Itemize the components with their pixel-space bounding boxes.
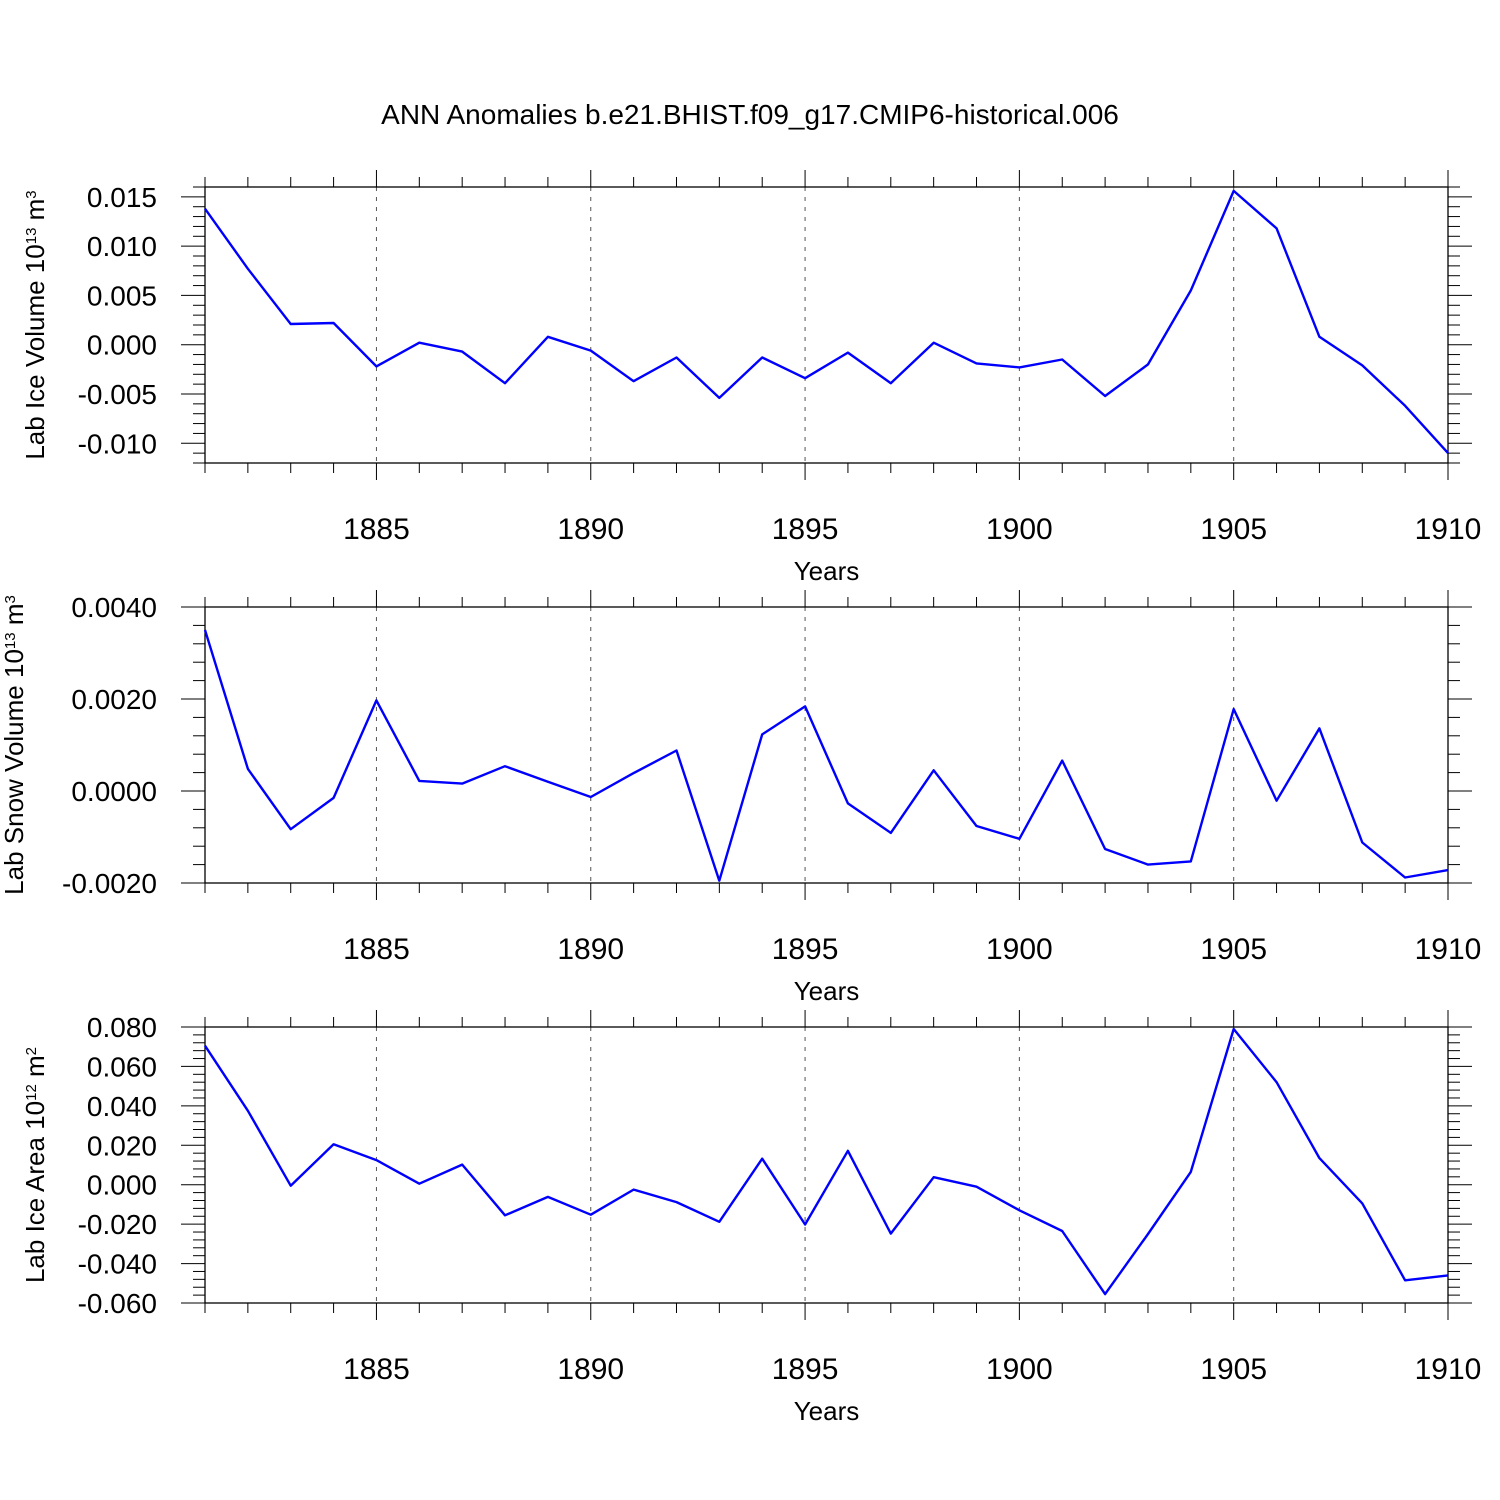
- series-line: [204, 189, 1449, 454]
- x-tick-label: 1910: [1415, 1353, 1482, 1386]
- y-tick-label: 0.020: [87, 1130, 157, 1161]
- x-tick-label: 1910: [1415, 513, 1482, 546]
- x-tick-label: 1905: [1200, 1353, 1267, 1386]
- chart-title: ANN Anomalies b.e21.BHIST.f09_g17.CMIP6-…: [381, 99, 1119, 130]
- plot-frame: [204, 186, 1449, 464]
- x-tick-label: 1885: [343, 513, 410, 546]
- y-tick-label: 0.060: [87, 1051, 157, 1082]
- y-tick-label: -0.040: [78, 1249, 157, 1280]
- y-tick-label: 0.0000: [71, 776, 157, 807]
- y-tick-label: 0.005: [87, 280, 157, 311]
- series-line: [203, 1027, 1449, 1296]
- x-axis-label: Years: [794, 976, 860, 1006]
- y-axis-label: Lab Ice Volume 1013 m3: [20, 190, 50, 459]
- y-tick-label: 0.0040: [71, 592, 157, 623]
- y-tick-label: -0.0020: [62, 868, 157, 899]
- y-tick-label: 0.010: [87, 231, 157, 262]
- x-tick-label: 1905: [1200, 933, 1267, 966]
- y-axis-label: Lab Snow Volume 1013 m3: [0, 595, 29, 895]
- x-tick-label: 1900: [986, 1353, 1053, 1386]
- x-tick-label: 1895: [772, 1353, 839, 1386]
- y-tick-label: 0.000: [87, 1170, 157, 1201]
- x-tick-label: 1890: [557, 1353, 624, 1386]
- chart-panels: -0.010 -0.005 0.000 0.005 0.010 0.015 1885 1890…: [0, 170, 1481, 1426]
- y-axis-label: Lab Ice Area 1012 m2: [20, 1047, 50, 1283]
- series-line: [203, 629, 1449, 882]
- panel-2: -0.0020 0.0000 0.0020 0.0040 1885 1890 1895 190…: [0, 590, 1481, 1006]
- x-axis-label: Years: [794, 556, 860, 586]
- y-tick-label: 0.080: [87, 1012, 157, 1043]
- panel-3: -0.060 -0.040 -0.020 0.000 0.020 0.040 0.060 0.…: [20, 1010, 1481, 1426]
- x-axis-label: Years: [794, 1396, 860, 1426]
- x-tick-label: 1900: [986, 933, 1053, 966]
- y-tick-label: 0.0020: [71, 684, 157, 715]
- x-tick-label: 1895: [772, 933, 839, 966]
- y-tick-label: -0.005: [78, 379, 157, 410]
- y-tick-label: -0.060: [78, 1288, 157, 1319]
- x-tick-label: 1885: [343, 933, 410, 966]
- x-tick-label: 1900: [986, 513, 1053, 546]
- x-tick-label: 1885: [343, 1353, 410, 1386]
- panel-1: -0.010 -0.005 0.000 0.005 0.010 0.015 1885 1890…: [20, 170, 1481, 586]
- x-tick-label: 1895: [772, 513, 839, 546]
- x-tick-label: 1905: [1200, 513, 1267, 546]
- x-tick-label: 1890: [557, 933, 624, 966]
- plot-frame: [204, 606, 1449, 884]
- y-tick-label: 0.000: [87, 330, 157, 361]
- y-tick-label: 0.015: [87, 182, 157, 213]
- y-tick-label: -0.020: [78, 1209, 157, 1240]
- y-tick-label: -0.010: [78, 428, 157, 459]
- x-tick-label: 1890: [557, 513, 624, 546]
- x-tick-label: 1910: [1415, 933, 1482, 966]
- y-tick-label: 0.040: [87, 1091, 157, 1122]
- plot-frame: [204, 1026, 1449, 1304]
